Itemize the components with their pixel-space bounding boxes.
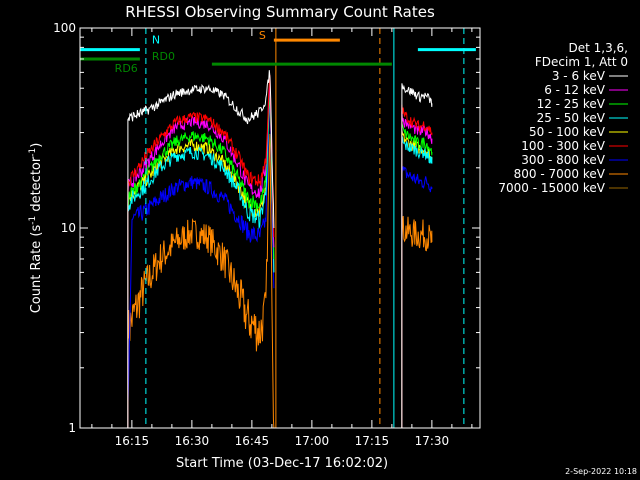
series-line — [401, 215, 433, 428]
y-tick-label: 100 — [53, 21, 76, 35]
series-line — [127, 70, 275, 428]
flag-label: N — [152, 33, 160, 46]
series-line — [127, 82, 275, 428]
series-line — [401, 104, 433, 428]
flag-label: S — [259, 29, 266, 42]
x-tick-label: 17:00 — [295, 434, 330, 448]
axes: 16:15 16:30 16:45 17:00 17:15 17:30 1 10 100 — [53, 21, 481, 448]
series-line — [127, 133, 275, 429]
legend-header-line-1: Det 1,3,6, — [569, 41, 629, 55]
legend-item-label: 100 - 300 keV — [521, 139, 605, 153]
footer-timestamp: 2-Sep-2022 10:18 — [565, 467, 637, 476]
legend-item-label: 50 - 100 keV — [529, 125, 606, 139]
x-tick-label: 17:30 — [415, 434, 450, 448]
legend-header-line-2: FDecim 1, Att 0 — [535, 55, 628, 69]
y-axis-label-middle: detector — [29, 156, 44, 216]
chart-title: RHESSI Observing Summary Count Rates — [125, 3, 435, 21]
y-axis-label: Count Rate (s-1 detector-1) — [28, 143, 44, 314]
y-axis-label-exponent-2: -1 — [28, 148, 38, 157]
attenuator-overlays: N S RD0 RD6 — [80, 28, 476, 428]
x-tick-label: 17:15 — [355, 434, 390, 448]
legend-item-label: 25 - 50 keV — [537, 111, 606, 125]
series-line — [401, 135, 433, 428]
legend-item-label: 6 - 12 keV — [544, 83, 606, 97]
series-line — [401, 83, 433, 428]
series-line — [127, 103, 275, 428]
series-traces — [127, 70, 433, 429]
series-line — [127, 87, 275, 428]
legend-item-label: 800 - 7000 keV — [514, 167, 606, 181]
y-tick-label: 10 — [61, 221, 76, 235]
flag-label: RD0 — [152, 50, 175, 63]
y-axis-label-exponent-1: -1 — [28, 216, 38, 225]
series-line — [127, 75, 275, 428]
y-tick-label: 1 — [68, 421, 76, 435]
x-tick-label: 16:15 — [115, 434, 150, 448]
x-tick-label: 16:45 — [235, 434, 270, 448]
series-line — [401, 166, 433, 428]
flag-label: RD6 — [115, 62, 138, 75]
legend-item-label: 300 - 800 keV — [521, 153, 605, 167]
series-line — [127, 89, 275, 428]
legend-item-label: 3 - 6 keV — [552, 69, 606, 83]
y-axis-label-main: Count Rate (s — [29, 225, 44, 314]
series-line — [127, 87, 275, 428]
y-axis-label-end: ) — [29, 143, 44, 148]
x-axis-label: Start Time (03-Dec-17 16:02:02) — [176, 456, 388, 471]
x-tick-label: 16:30 — [175, 434, 210, 448]
series-line — [401, 123, 433, 428]
legend-item-label: 7000 - 15000 keV — [498, 181, 605, 195]
legend-item-label: 12 - 25 keV — [537, 97, 606, 111]
